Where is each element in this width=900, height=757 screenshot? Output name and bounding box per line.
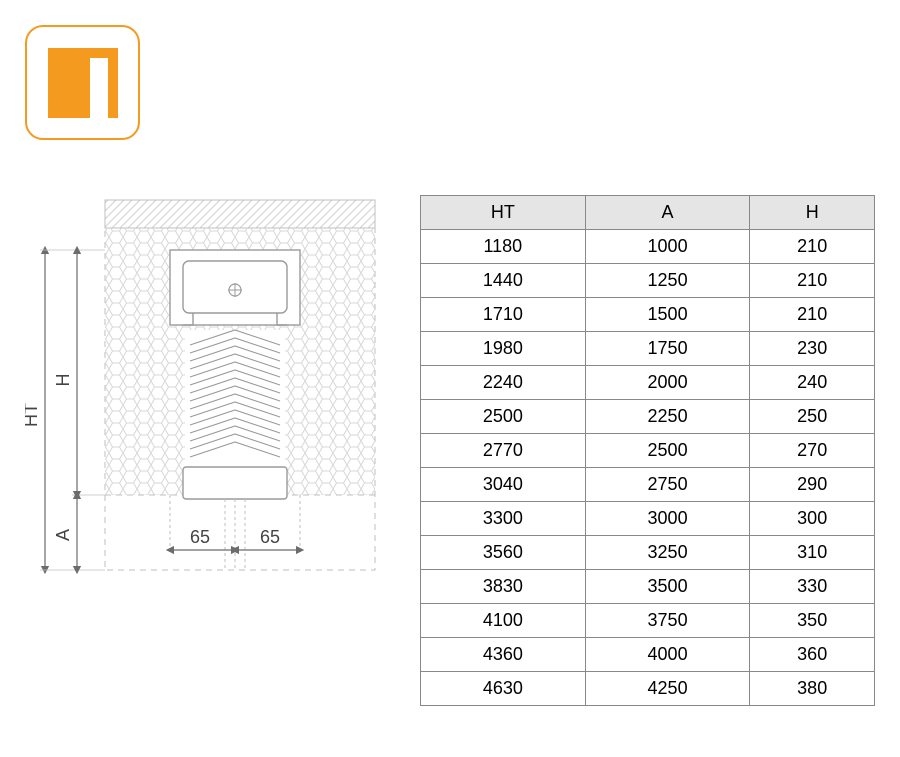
table-row: 19801750230: [421, 332, 875, 366]
dim-label-ht: HT: [25, 403, 41, 427]
table-cell: 1710: [421, 298, 586, 332]
table-row: 17101500210: [421, 298, 875, 332]
table-cell: 3830: [421, 570, 586, 604]
table-row: 38303500330: [421, 570, 875, 604]
table-row: 46304250380: [421, 672, 875, 706]
logo-glyph: [48, 48, 118, 118]
table-cell: 3040: [421, 468, 586, 502]
table-cell: 1500: [585, 298, 750, 332]
table-cell: 2240: [421, 366, 586, 400]
content-row: HT H A 65 65 HT A H 11801000210144012502…: [25, 195, 875, 706]
table-cell: 4000: [585, 638, 750, 672]
table-row: 25002250250: [421, 400, 875, 434]
table-cell: 1750: [585, 332, 750, 366]
table-row: 11801000210: [421, 230, 875, 264]
table-cell: 2500: [421, 400, 586, 434]
table-cell: 380: [750, 672, 875, 706]
table-cell: 290: [750, 468, 875, 502]
table-cell: 1000: [585, 230, 750, 264]
table-cell: 3500: [585, 570, 750, 604]
table-cell: 250: [750, 400, 875, 434]
table-cell: 360: [750, 638, 875, 672]
dim-label-65-left: 65: [190, 527, 210, 547]
table-cell: 4100: [421, 604, 586, 638]
table-cell: 210: [750, 264, 875, 298]
table-cell: 1440: [421, 264, 586, 298]
table-cell: 240: [750, 366, 875, 400]
dim-label-a: A: [53, 529, 73, 541]
table-cell: 310: [750, 536, 875, 570]
dim-label-65-right: 65: [260, 527, 280, 547]
table-cell: 3000: [585, 502, 750, 536]
table-cell: 350: [750, 604, 875, 638]
table-row: 14401250210: [421, 264, 875, 298]
table-cell: 270: [750, 434, 875, 468]
table-cell: 2250: [585, 400, 750, 434]
table-row: 41003750350: [421, 604, 875, 638]
table-cell: 300: [750, 502, 875, 536]
table-row: 33003000300: [421, 502, 875, 536]
table-row: 35603250310: [421, 536, 875, 570]
table-cell: 3250: [585, 536, 750, 570]
col-header: H: [750, 196, 875, 230]
table-cell: 2000: [585, 366, 750, 400]
table-cell: 1980: [421, 332, 586, 366]
table-cell: 4250: [585, 672, 750, 706]
technical-diagram: HT H A 65 65: [25, 195, 385, 615]
table-cell: 2770: [421, 434, 586, 468]
table-cell: 4630: [421, 672, 586, 706]
table-cell: 210: [750, 298, 875, 332]
table-cell: 3560: [421, 536, 586, 570]
table-cell: 1180: [421, 230, 586, 264]
table-row: 22402000240: [421, 366, 875, 400]
table-cell: 210: [750, 230, 875, 264]
col-header: A: [585, 196, 750, 230]
table-cell: 330: [750, 570, 875, 604]
table-row: 27702500270: [421, 434, 875, 468]
dim-label-h: H: [53, 374, 73, 387]
logo-badge: [25, 25, 140, 140]
col-header: HT: [421, 196, 586, 230]
table-cell: 230: [750, 332, 875, 366]
dimensions-table: HT A H 118010002101440125021017101500210…: [420, 195, 875, 706]
table-cell: 3750: [585, 604, 750, 638]
table-row: 30402750290: [421, 468, 875, 502]
table-row: 43604000360: [421, 638, 875, 672]
table-cell: 3300: [421, 502, 586, 536]
table-cell: 2750: [585, 468, 750, 502]
table-cell: 1250: [585, 264, 750, 298]
table-cell: 2500: [585, 434, 750, 468]
table-header-row: HT A H: [421, 196, 875, 230]
table-cell: 4360: [421, 638, 586, 672]
